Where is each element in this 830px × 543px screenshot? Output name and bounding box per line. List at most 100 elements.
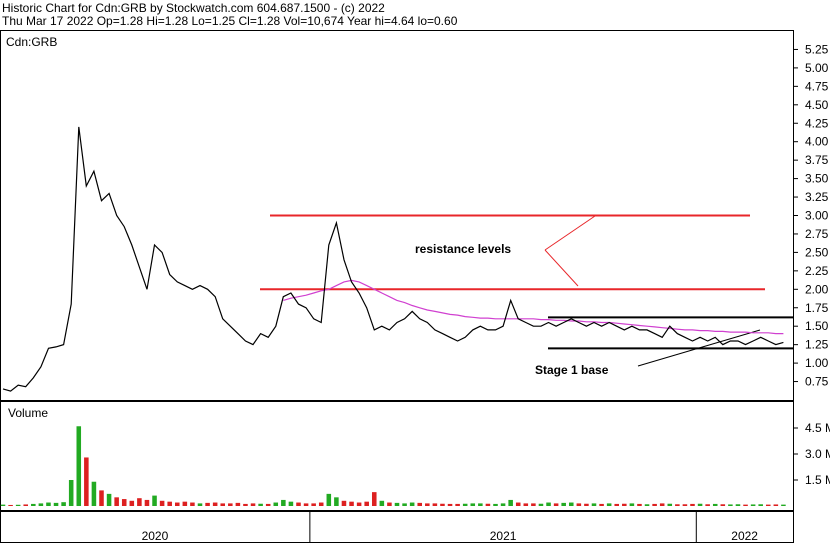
volume-bar [46,502,51,506]
volume-bar [152,495,157,506]
volume-bar [68,480,74,506]
volume-bar [288,501,294,506]
volume-bar [531,503,536,506]
chart-subtitle: Thu Mar 17 2022 Op=1.28 Hi=1.28 Lo=1.25 … [2,14,458,28]
volume-bar [265,503,271,506]
volume-bar [773,504,779,506]
volume-bar [144,499,150,506]
volume-bar [228,503,233,506]
volume-bar [447,503,453,506]
y-tick-label: 2.25 [805,264,829,278]
volume-bar [478,503,483,506]
volume-bar [485,503,491,506]
volume-bar [470,503,476,506]
volume-bar [606,503,612,506]
annotation: resistance levels [415,242,511,256]
volume-bar [23,504,29,506]
y-tick-label: 3.75 [805,153,829,167]
y-tick-label: 1.25 [805,338,829,352]
volume-bar [137,498,142,506]
annotation-arrow [544,249,579,287]
y-tick-label: 4.5 M [805,421,830,435]
volume-bar [644,504,650,506]
y-tick-label: 3.00 [805,209,829,223]
y-tick-label: 3.25 [805,190,829,204]
volume-bar [591,503,597,506]
volume-bar [561,502,566,506]
volume-bar [622,503,627,506]
volume-bar [220,503,226,506]
volume-bar [425,503,430,506]
volume-bar [76,426,82,506]
volume-bar [364,501,369,506]
y-tick-label: 1.5 M [805,473,830,487]
volume-bar [720,504,726,506]
x-tick-label: 2021 [490,529,517,543]
y-tick-label: 1.00 [805,356,829,370]
volume-bar [159,500,165,506]
volume-bar [99,490,104,506]
price-line [2,126,784,392]
volume-bar [394,502,400,506]
y-tick-label: 2.75 [805,227,829,241]
y-tick-label: 4.75 [805,79,829,93]
y-tick-label: 1.75 [805,301,829,315]
volume-bar [349,501,354,506]
volume-bar [91,481,97,506]
volume-bar [523,503,529,506]
volume-bar [538,503,544,506]
volume-bar [455,503,460,506]
volume-bar [546,502,551,506]
volume-bar [697,503,703,506]
annotation-arrow [544,215,596,251]
moving-average-line [283,279,784,335]
y-tick-label: 5.25 [805,42,829,56]
volume-bar [303,503,309,506]
volume-bar [114,497,119,506]
volume-bar [318,502,324,506]
volume-bar [371,492,377,506]
y-tick-label: 5.00 [805,61,829,75]
annotation: Stage 1 base [535,363,609,377]
volume-bar [197,503,203,506]
volume-panel [0,401,794,511]
volume-bar [614,503,620,506]
volume-bar [417,502,423,506]
volume-bar [311,503,316,506]
volume-bar [462,503,468,506]
volume-bar [356,502,362,506]
volume-bar [334,497,339,506]
volume-bar [576,503,582,506]
y-tick-label: 0.75 [805,375,829,389]
volume-bar [712,503,718,506]
y-tick-label: 2.50 [805,245,829,259]
volume-bar [0,504,6,506]
volume-bar [409,502,415,506]
volume-bar [243,503,248,506]
volume-bar [235,502,241,506]
volume-bar [121,499,127,506]
volume-bar [735,504,741,506]
volume-bar [281,499,286,506]
volume-bar [728,504,733,506]
volume-bar [205,502,210,506]
volume-bar [440,503,445,506]
volume-bar [190,502,195,506]
volume-bar [250,503,256,506]
volume-title: Volume [8,406,48,420]
y-tick-label: 2.00 [805,282,829,296]
volume-bar [53,502,59,506]
volume-bar [781,504,786,506]
chart-title: Historic Chart for Cdn:GRB by Stockwatch… [2,1,385,15]
x-tick-label: 2020 [142,529,169,543]
volume-bar [758,504,763,506]
volume-bar [675,504,680,506]
volume-bar [705,504,710,506]
volume-bar [258,503,263,506]
volume-bar [599,503,604,506]
volume-bar [174,502,180,506]
y-tick-label: 4.00 [805,135,829,149]
y-tick-label: 1.50 [805,319,829,333]
